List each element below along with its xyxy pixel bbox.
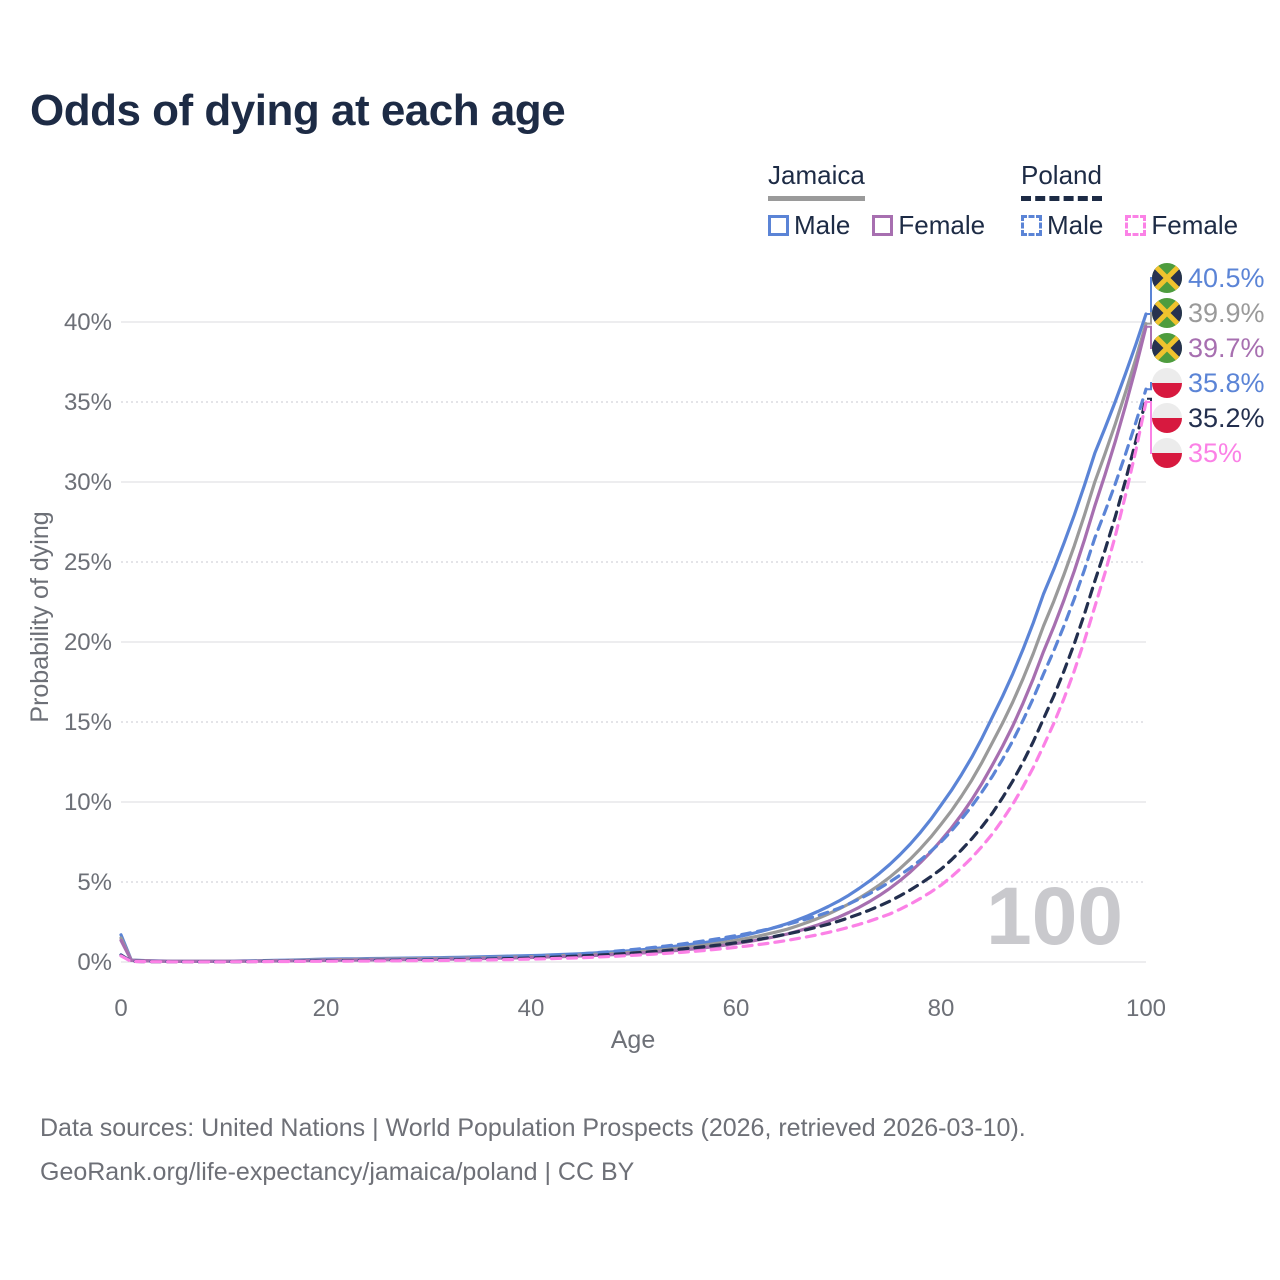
jamaica-female-swatch-icon <box>872 215 894 236</box>
series-line-jamaica-male[interactable] <box>119 312 1148 963</box>
y-tick-0: 0% <box>77 949 112 976</box>
jamaica-flag-icon <box>1152 298 1182 328</box>
y-tick-35: 35% <box>64 389 112 416</box>
data-sources-footer: Data sources: United Nations | World Pop… <box>40 1106 1026 1194</box>
legend-poland-title[interactable]: Poland <box>1021 160 1102 201</box>
poland-flag-icon <box>1152 403 1182 433</box>
x-tick-40: 40 <box>518 995 545 1022</box>
jamaica-flag-icon <box>1152 333 1182 363</box>
age-watermark: 100 <box>986 871 1123 962</box>
poland-flag-icon <box>1152 368 1182 398</box>
series-line-poland-female[interactable] <box>119 400 1148 964</box>
y-tick-40: 40% <box>64 309 112 336</box>
y-tick-5: 5% <box>77 869 112 896</box>
y-axis-title: Probability of dying <box>26 511 54 722</box>
series-line-poland-male[interactable] <box>119 387 1148 964</box>
legend-item-poland-female[interactable]: Female <box>1125 210 1238 241</box>
jamaica-male-swatch-icon <box>768 215 789 236</box>
jamaica-flag-icon <box>1152 263 1182 293</box>
legend-jamaica-title[interactable]: Jamaica <box>768 160 865 201</box>
legend-item-jamaica-female[interactable]: Female <box>872 210 985 241</box>
end-value-label-poland-male: 35.8% <box>1188 368 1265 398</box>
footer-line-2[interactable]: GeoRank.org/life-expectancy/jamaica/pola… <box>40 1158 635 1186</box>
legend-item-jamaica-male[interactable]: Male <box>768 210 850 241</box>
end-value-label-jamaica: 39.9% <box>1188 298 1265 328</box>
x-tick-100: 100 <box>1126 995 1166 1022</box>
x-tick-20: 20 <box>313 995 340 1022</box>
legend-jamaica-female-label: Female <box>898 210 986 240</box>
x-tick-80: 80 <box>928 995 955 1022</box>
y-tick-10: 10% <box>64 789 112 816</box>
poland-male-swatch-icon <box>1021 215 1042 236</box>
legend-jamaica-male-label: Male <box>794 210 851 240</box>
legend-group-poland: Poland Male Female <box>1021 160 1238 241</box>
page-title: Odds of dying at each age <box>30 86 566 135</box>
end-value-label-poland-female: 35% <box>1188 438 1242 468</box>
legend-poland-male-label: Male <box>1047 210 1104 240</box>
end-value-label-poland: 35.2% <box>1188 403 1265 433</box>
y-tick-30: 30% <box>64 469 112 496</box>
x-tick-60: 60 <box>723 995 750 1022</box>
poland-female-swatch-icon <box>1125 215 1147 236</box>
footer-line-1: Data sources: United Nations | World Pop… <box>40 1114 1026 1142</box>
legend-group-jamaica: Jamaica Male Female <box>768 160 985 241</box>
legend-item-poland-male[interactable]: Male <box>1021 210 1103 241</box>
end-value-label-jamaica-male: 40.5% <box>1188 263 1265 293</box>
y-tick-25: 25% <box>64 549 112 576</box>
x-tick-0: 0 <box>114 995 127 1022</box>
y-tick-15: 15% <box>64 709 112 736</box>
legend-poland-female-label: Female <box>1151 210 1239 240</box>
x-axis-title: Age <box>611 1026 655 1054</box>
poland-flag-icon <box>1152 438 1182 468</box>
series-line-jamaica-female[interactable] <box>119 325 1148 963</box>
series-line-poland[interactable] <box>119 397 1148 964</box>
end-value-label-jamaica-female: 39.7% <box>1188 333 1265 363</box>
y-tick-20: 20% <box>64 629 112 656</box>
